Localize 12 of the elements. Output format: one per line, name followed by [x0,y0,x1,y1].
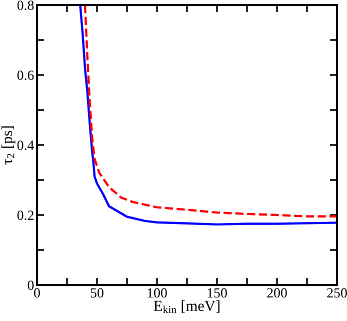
x-tick-label: 200 [267,288,287,298]
x-tick-label: 100 [148,288,167,298]
x-tick-label: 50 [90,288,104,298]
y-tick-label: 0.4 [17,140,34,150]
y-tick-label: 0.8 [17,0,34,10]
y-tick-label: 0.6 [17,70,34,80]
x-tick-label: 150 [208,288,227,298]
y-tick-label: 0.2 [17,210,34,220]
x-tick-label: 250 [327,288,347,298]
x-axis-title: E$_{kin}$ [meV] [154,300,220,313]
y-axis-title: τ$_{2}$ [ps] [1,126,16,164]
y-tick-label: 0 [28,280,34,290]
